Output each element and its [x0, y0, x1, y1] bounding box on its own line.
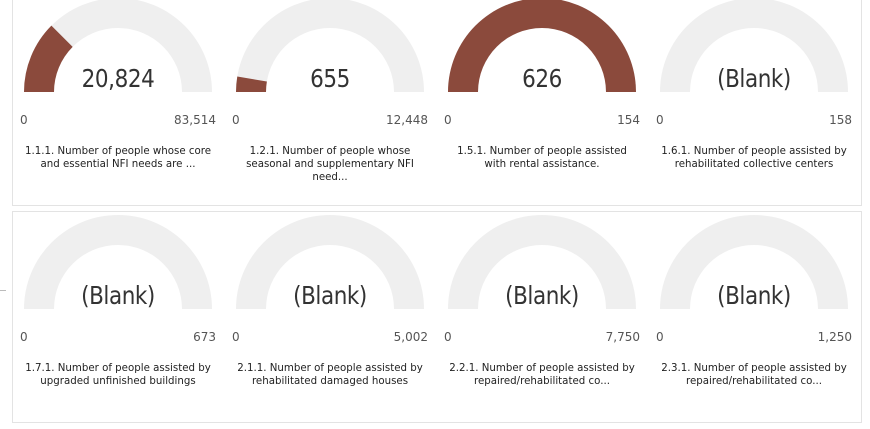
gauge-title: 1.6.1. Number of people assisted by reha…	[661, 144, 847, 170]
gauge-min-label: 0	[444, 113, 452, 127]
gauge-title: 1.2.1. Number of people whose seasonal a…	[246, 144, 414, 183]
gauge-card: 655 0 12,448 1.2.1. Number of people whose …	[224, 0, 436, 212]
gauge-svg	[236, 215, 424, 309]
gauge-title: 1.7.1. Number of people assisted by upgr…	[25, 361, 211, 387]
gauge-card: 626 0 154 1.5.1. Number of people assisted …	[436, 0, 648, 212]
gauge-max-label: 1,250	[817, 330, 852, 344]
gauge-value-label: 626	[522, 64, 562, 93]
gauge-min-label: 0	[656, 330, 664, 344]
gauge-value-label: (Blank)	[717, 64, 791, 93]
gauge-value-label: (Blank)	[81, 281, 155, 310]
gauge-max-label: 83,514	[174, 113, 216, 127]
gauge-title: 1.5.1. Number of people assisted with re…	[457, 144, 627, 170]
gauge-track	[24, 0, 212, 92]
gauge-title: 2.2.1. Number of people assisted by repa…	[449, 361, 635, 387]
gauge-svg	[236, 0, 424, 92]
gauge-card: (Blank) 0 7,750 2.2.1. Number of people ass…	[436, 213, 648, 429]
gauge-title: 2.1.1. Number of people assisted by reha…	[237, 361, 423, 387]
gauge-max-label: 7,750	[605, 330, 640, 344]
gauge-max-label: 158	[829, 113, 852, 127]
gauge-value-label: (Blank)	[505, 281, 579, 310]
gauge-min-label: 0	[232, 330, 240, 344]
gauge-max-label: 673	[193, 330, 216, 344]
gauge-track	[448, 215, 636, 309]
gauge-fill	[24, 25, 73, 92]
gauge-min-label: 0	[656, 113, 664, 127]
gauge-track	[660, 215, 848, 309]
gauge-min-label: 0	[444, 330, 452, 344]
gauge-svg	[24, 215, 212, 309]
gauge-svg	[448, 0, 636, 92]
gauge-max-label: 12,448	[386, 113, 428, 127]
gauge-value-label: 20,824	[81, 64, 155, 93]
gauge-value-label: (Blank)	[293, 281, 367, 310]
gauge-value-label: 655	[310, 64, 350, 93]
gauge-card: (Blank) 0 5,002 2.1.1. Number of people ass…	[224, 213, 436, 429]
gauge-title: 1.1.1. Number of people whose core and e…	[24, 144, 212, 170]
gauge-max-label: 154	[617, 113, 640, 127]
gauge-fill	[448, 0, 636, 92]
gauge-svg	[448, 215, 636, 309]
gauge-title: 2.3.1. Number of people assisted by repa…	[661, 361, 847, 387]
gauge-card: (Blank) 0 158 1.6.1. Number of people assis…	[648, 0, 860, 212]
gauge-track	[236, 0, 424, 92]
gauge-card: (Blank) 0 673 1.7.1. Number of people assis…	[12, 213, 224, 429]
gauge-min-label: 0	[232, 113, 240, 127]
gauge-max-label: 5,002	[393, 330, 428, 344]
gauge-svg	[660, 0, 848, 92]
gauge-value-label: (Blank)	[717, 281, 791, 310]
gauge-min-label: 0	[20, 330, 28, 344]
gauge-svg	[24, 0, 212, 92]
gauge-track	[24, 215, 212, 309]
gauge-svg	[660, 215, 848, 309]
gauge-card: 20,824 0 83,514 1.1.1. Number of people who…	[12, 0, 224, 212]
edge-tick	[0, 290, 6, 291]
gauge-track	[236, 215, 424, 309]
gauge-fill	[236, 76, 267, 92]
gauge-min-label: 0	[20, 113, 28, 127]
gauge-card: (Blank) 0 1,250 2.3.1. Number of people ass…	[648, 213, 860, 429]
gauge-track	[660, 0, 848, 92]
